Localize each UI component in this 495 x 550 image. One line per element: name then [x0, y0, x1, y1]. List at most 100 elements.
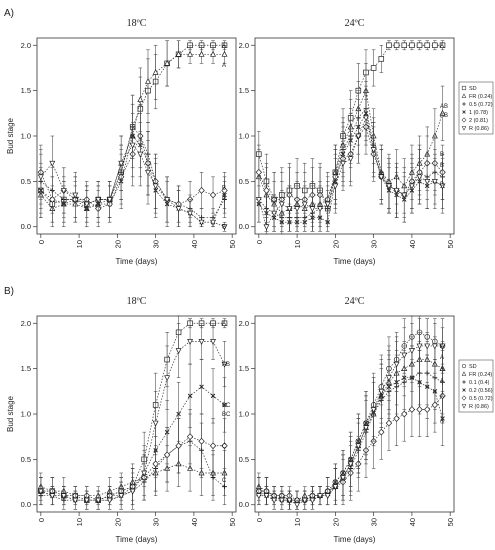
- data-point: [386, 42, 392, 49]
- y-tick-label: 2.0: [239, 319, 249, 328]
- legend-marker: [462, 110, 466, 114]
- data-point: [294, 502, 301, 509]
- significance-letter: A: [222, 63, 226, 69]
- data-point: [221, 361, 228, 368]
- legend-symbol: [461, 404, 467, 409]
- data-point: [431, 343, 438, 350]
- y-tick-label: 0.5: [239, 455, 249, 464]
- data-point: [175, 348, 182, 355]
- data-point: [355, 133, 362, 140]
- data-point: [49, 493, 56, 500]
- data-point: [408, 183, 415, 190]
- data-point: [152, 183, 159, 190]
- data-point: [152, 68, 159, 75]
- legend-label: 2 (0.81): [469, 118, 488, 124]
- significance-letter: A: [440, 344, 444, 350]
- x-axis-title: Time (days): [334, 257, 376, 266]
- significance-letter: BC: [222, 412, 231, 418]
- data-point: [152, 460, 159, 468]
- data-point: [385, 375, 392, 382]
- data-point: [370, 147, 377, 154]
- data-point: [221, 320, 228, 327]
- data-point: [83, 201, 90, 208]
- data-point: [106, 497, 113, 504]
- y-tick-label: 2.0: [21, 41, 31, 50]
- legend-label: FR (0.24): [469, 372, 492, 378]
- legend-symbol: [461, 126, 467, 131]
- data-point: [385, 183, 392, 190]
- data-point: [221, 187, 228, 194]
- legend-symbol: [462, 102, 466, 106]
- y-tick-label: 2.0: [21, 319, 31, 328]
- legend-marker: [461, 126, 467, 131]
- x-tick-label: 50: [446, 518, 455, 526]
- y-tick-label: 1.5: [239, 364, 249, 373]
- data-point: [439, 183, 446, 190]
- legend-symbol: [461, 85, 467, 91]
- significance-letter: B: [440, 152, 444, 158]
- data-point: [271, 210, 278, 217]
- data-point: [49, 160, 56, 167]
- data-point: [175, 206, 182, 213]
- x-tick-label: 20: [113, 518, 122, 526]
- y-tick-label: 1.0: [239, 132, 249, 141]
- legend-label: 0.1 (0.4): [469, 380, 490, 386]
- data-point: [145, 77, 151, 84]
- data-point: [416, 406, 423, 413]
- data-point: [431, 401, 439, 409]
- data-point: [278, 201, 285, 208]
- data-point: [309, 497, 316, 504]
- legend-marker: [461, 363, 467, 369]
- data-point: [186, 433, 194, 441]
- data-point: [198, 339, 205, 345]
- y-tick-label: 0.0: [239, 500, 249, 509]
- data-point: [370, 407, 377, 414]
- data-point: [141, 470, 148, 477]
- data-point: [401, 352, 408, 359]
- plot-frame: [36, 37, 237, 235]
- legend-marker: [461, 117, 467, 123]
- legend-symbol: [461, 363, 467, 369]
- data-point: [401, 410, 408, 418]
- data-point: [221, 50, 228, 57]
- data-point: [222, 484, 227, 489]
- plot-frame: [36, 315, 237, 513]
- x-tick-label: 10: [293, 518, 302, 526]
- x-tick-label: 0: [255, 240, 264, 244]
- x-axis-title: Time (days): [116, 257, 158, 266]
- chart-title: 24ºC: [345, 18, 365, 29]
- legend-symbol: [461, 395, 467, 401]
- chart-title: 18ºC: [127, 18, 147, 29]
- significance-letter: A: [222, 43, 226, 49]
- data-point: [301, 497, 308, 504]
- data-point: [37, 488, 44, 495]
- x-tick-label: 10: [293, 240, 302, 248]
- legend-box: [458, 81, 494, 135]
- data-point: [72, 192, 79, 199]
- legend-label: FR (0.24): [469, 94, 492, 100]
- legend-marker: [461, 85, 467, 91]
- data-point: [401, 42, 408, 49]
- data-point: [301, 201, 308, 208]
- significance-letter: AB: [440, 113, 448, 119]
- data-point: [210, 393, 216, 399]
- data-point: [95, 497, 102, 504]
- legend-symbol: [462, 388, 466, 392]
- legend-marker: [462, 388, 466, 392]
- data-point: [222, 402, 227, 408]
- data-point: [408, 406, 416, 413]
- data-point: [416, 343, 423, 350]
- legend-label: 0.5 (0.72): [469, 102, 493, 108]
- data-point: [129, 488, 136, 495]
- y-tick-label: 1.0: [21, 132, 31, 141]
- data-point: [393, 361, 400, 368]
- data-point: [163, 451, 171, 459]
- data-point: [198, 437, 205, 445]
- data-point: [187, 339, 194, 345]
- data-point: [187, 210, 194, 217]
- y-tick-label: 0.0: [21, 222, 31, 231]
- data-point: [324, 493, 331, 500]
- significance-letter: A: [440, 394, 444, 400]
- data-point: [263, 493, 270, 500]
- significance-letter: AB: [222, 362, 230, 368]
